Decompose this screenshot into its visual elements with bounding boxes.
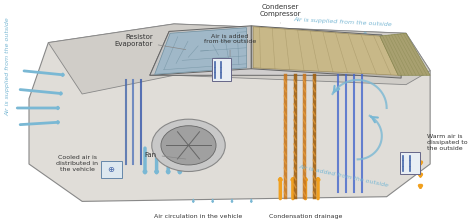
Polygon shape: [155, 28, 246, 74]
Text: Air is supplied from the outside: Air is supplied from the outside: [5, 18, 10, 116]
Text: Air is supplied from the outside: Air is supplied from the outside: [294, 17, 392, 27]
Polygon shape: [48, 24, 430, 94]
Polygon shape: [253, 27, 398, 75]
FancyBboxPatch shape: [100, 161, 122, 178]
Text: Air is added from the outside: Air is added from the outside: [298, 164, 389, 188]
Text: Air is added
from the outside: Air is added from the outside: [204, 34, 256, 57]
Polygon shape: [150, 31, 401, 75]
Polygon shape: [29, 24, 430, 201]
Text: Air circulation in the vehicle: Air circulation in the vehicle: [154, 214, 242, 219]
Text: ⊕: ⊕: [108, 165, 115, 174]
Ellipse shape: [152, 119, 225, 171]
Text: Condenser
Compressor: Condenser Compressor: [260, 4, 301, 23]
Polygon shape: [150, 26, 251, 75]
Polygon shape: [380, 33, 430, 75]
Text: Cooled air is
distributed in
the vehicle: Cooled air is distributed in the vehicle: [56, 155, 98, 173]
Polygon shape: [251, 26, 401, 78]
Text: Fan: Fan: [145, 152, 186, 159]
FancyBboxPatch shape: [212, 59, 231, 81]
Text: Warm air is
dissipated to
the outside: Warm air is dissipated to the outside: [427, 134, 468, 151]
Ellipse shape: [161, 126, 216, 165]
Text: Resistor
Evaporator: Resistor Evaporator: [114, 34, 186, 50]
Text: Condensation drainage: Condensation drainage: [269, 214, 342, 219]
FancyBboxPatch shape: [400, 152, 419, 174]
